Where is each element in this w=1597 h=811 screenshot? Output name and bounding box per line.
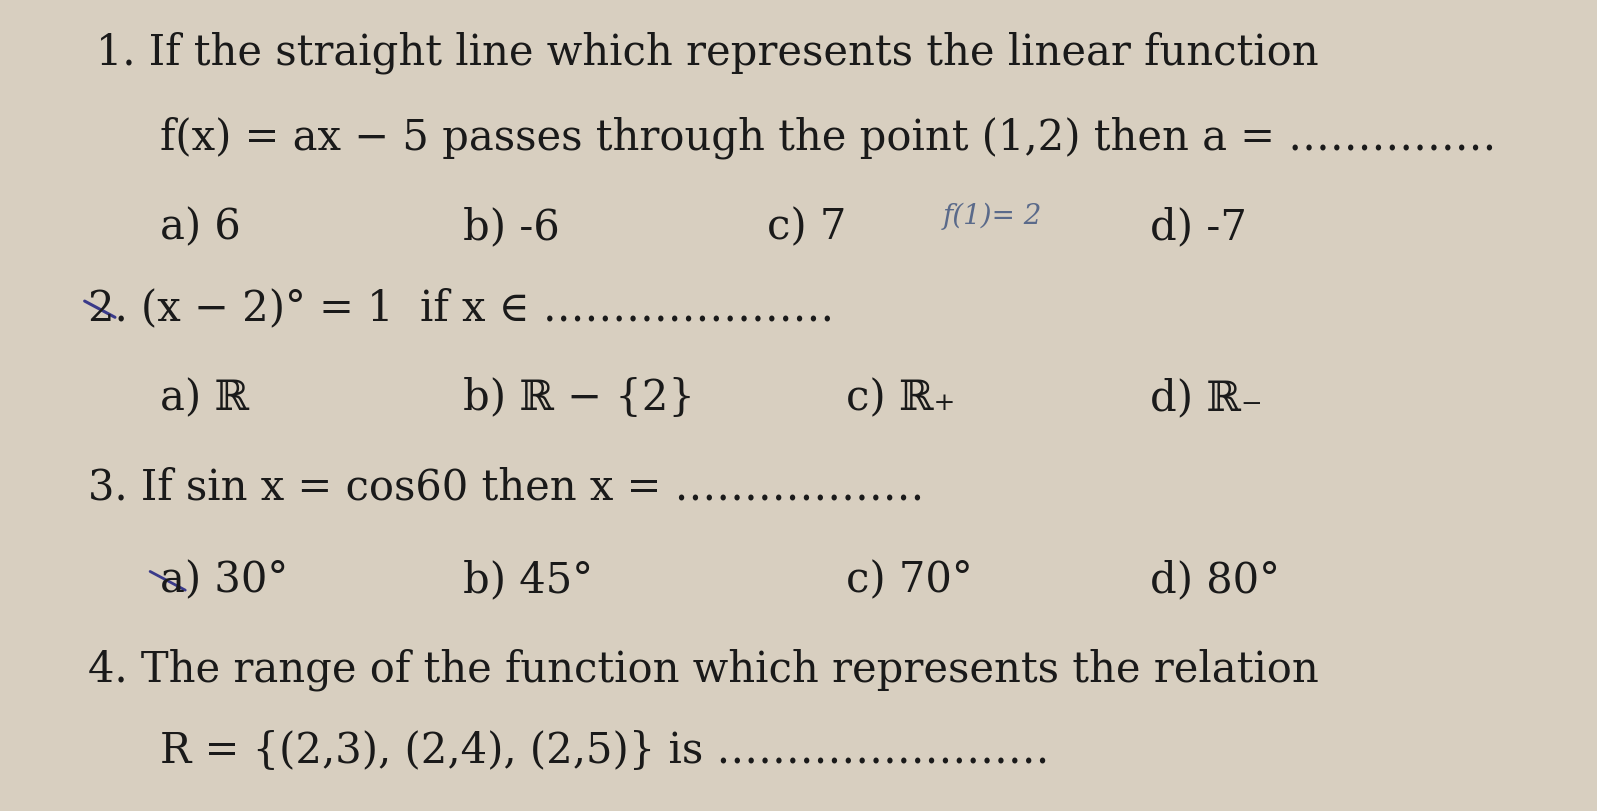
- Text: d) -7: d) -7: [1150, 206, 1247, 248]
- Text: c) 7: c) 7: [767, 206, 846, 248]
- Text: d) 80°: d) 80°: [1150, 559, 1279, 601]
- Text: b) -6: b) -6: [463, 206, 561, 248]
- Text: a) 30°: a) 30°: [160, 559, 287, 601]
- Text: R = {(2,3), (2,4), (2,5)} is ……………………: R = {(2,3), (2,4), (2,5)} is ……………………: [160, 729, 1049, 771]
- Text: a) 6: a) 6: [160, 206, 241, 248]
- Text: 3. If sin x = cos60 then x = ………………: 3. If sin x = cos60 then x = ………………: [88, 466, 925, 508]
- Text: c) 70°: c) 70°: [846, 559, 973, 601]
- Text: f(1)= 2: f(1)= 2: [942, 203, 1041, 230]
- Text: f(x) = ax − 5 passes through the point (1,2) then a = ……………: f(x) = ax − 5 passes through the point (…: [160, 117, 1496, 159]
- Text: d) ℝ₋: d) ℝ₋: [1150, 376, 1263, 418]
- Text: a) ℝ: a) ℝ: [160, 376, 249, 418]
- Text: b) ℝ − {2}: b) ℝ − {2}: [463, 376, 695, 418]
- Text: 2. (x − 2)° = 1  if x ∈ …………………: 2. (x − 2)° = 1 if x ∈ …………………: [88, 287, 834, 329]
- Text: 1. If the straight line which represents the linear function: 1. If the straight line which represents…: [96, 32, 1319, 74]
- Text: c) ℝ₊: c) ℝ₊: [846, 376, 955, 418]
- Text: 4. The range of the function which represents the relation: 4. The range of the function which repre…: [88, 648, 1319, 690]
- Text: b) 45°: b) 45°: [463, 559, 592, 601]
